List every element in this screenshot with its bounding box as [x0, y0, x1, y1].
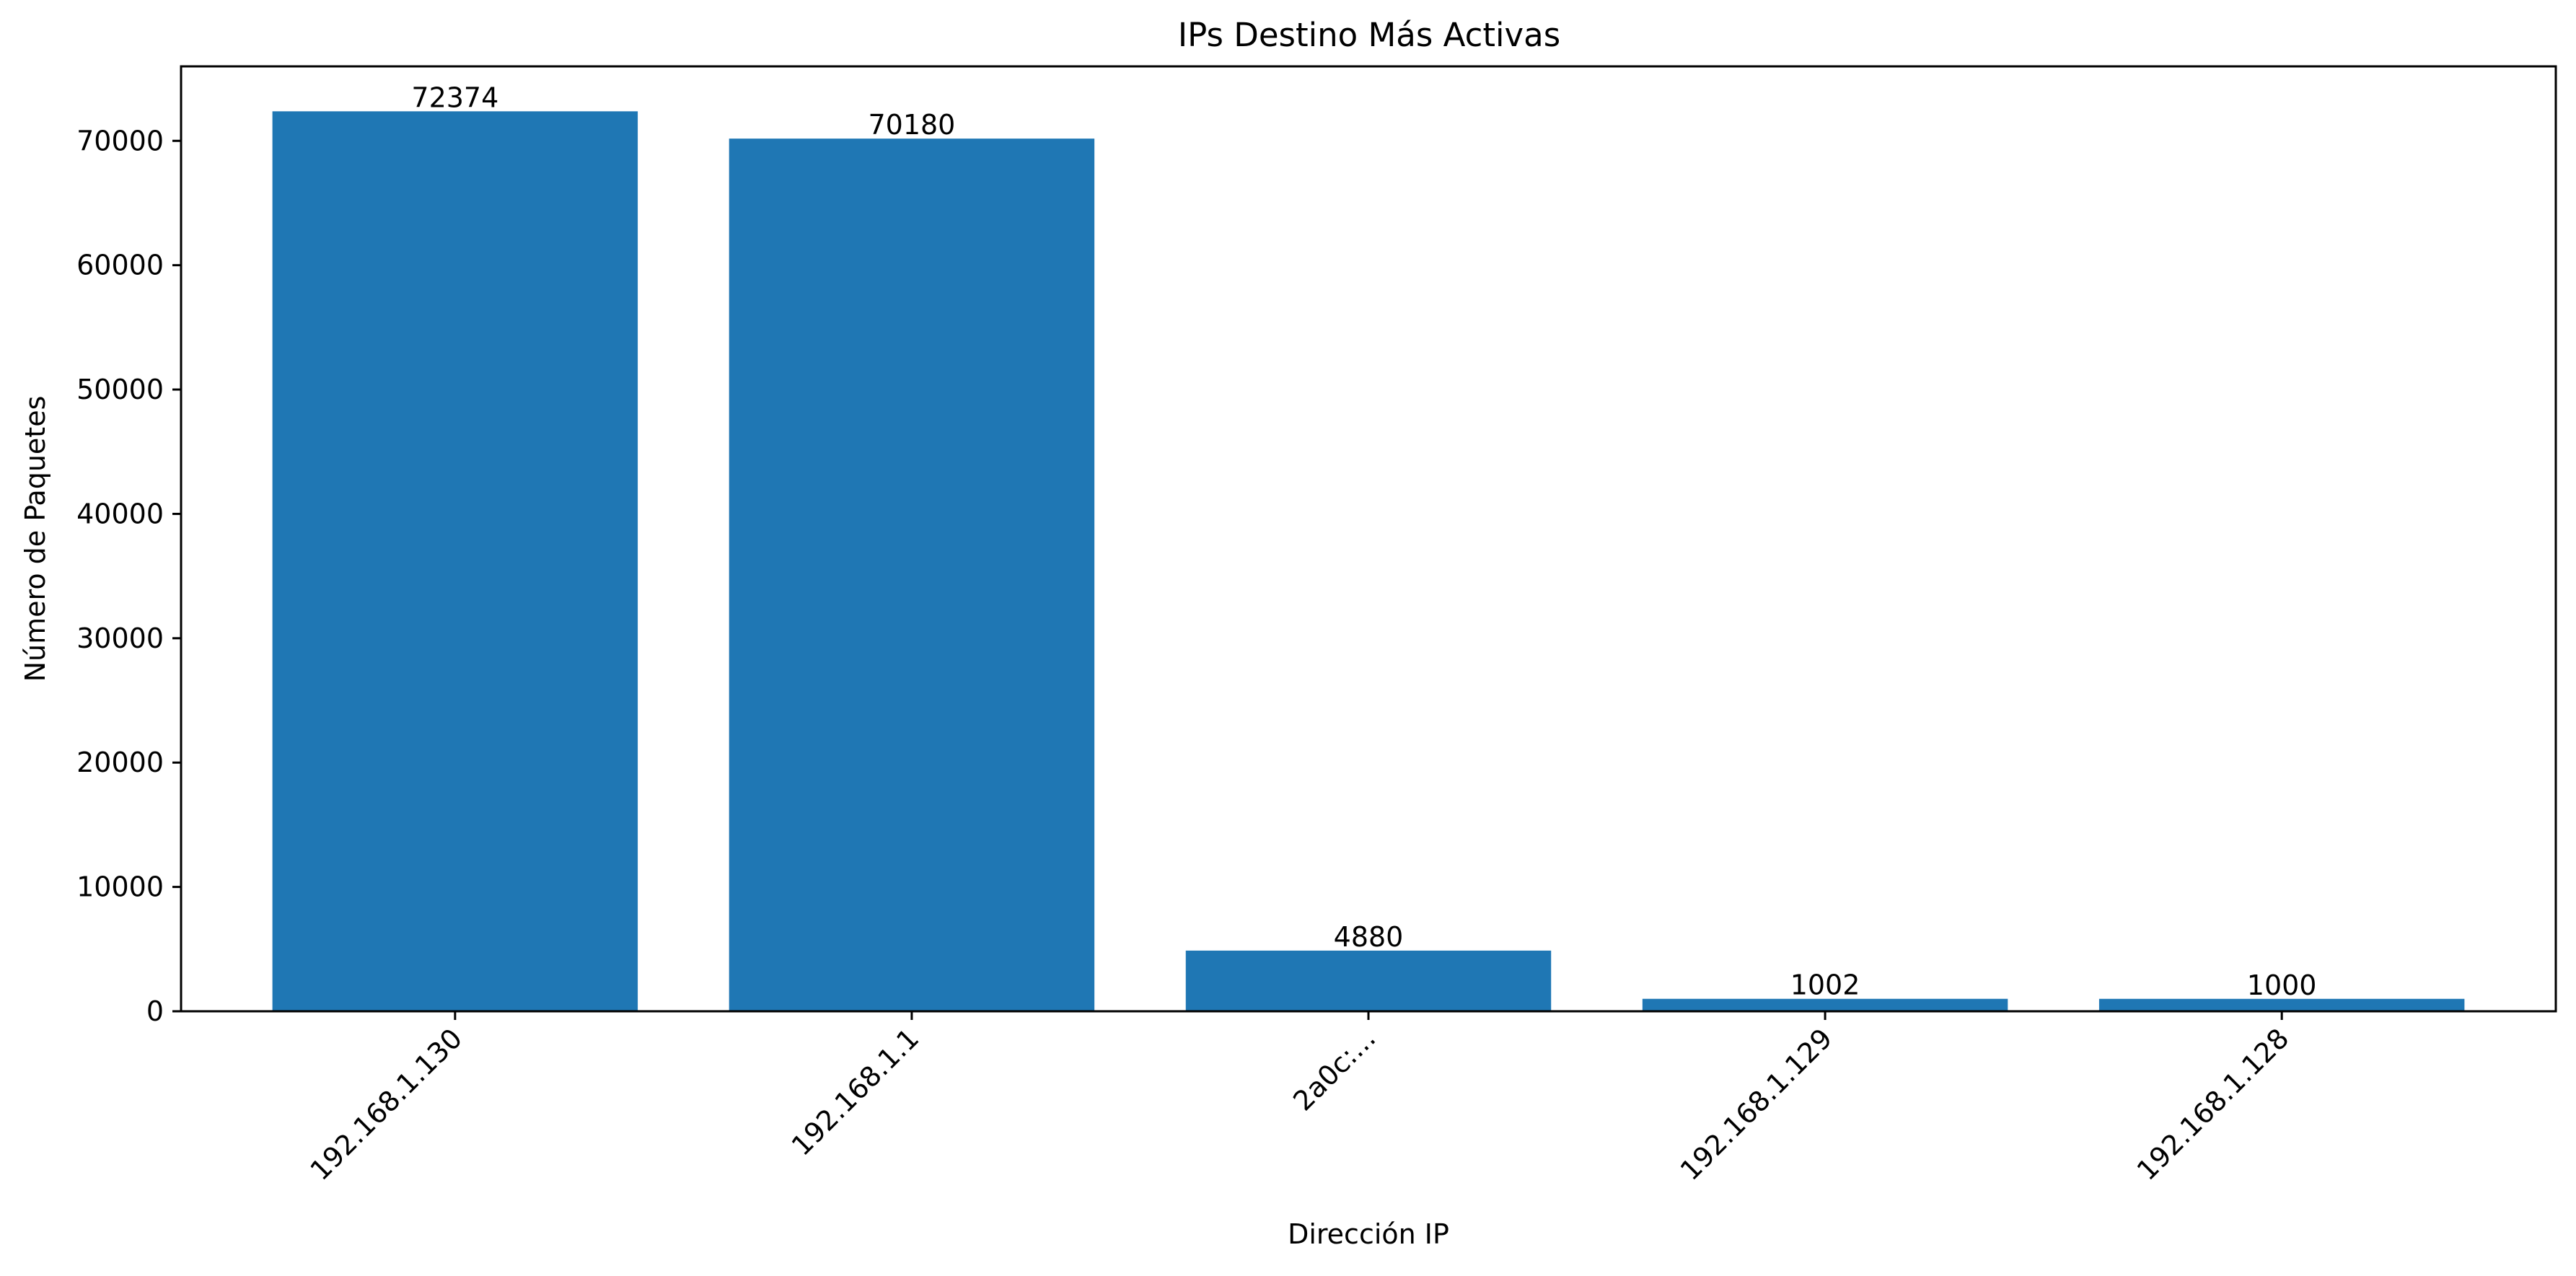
y-tick-label: 30000	[76, 622, 164, 654]
y-tick-label: 40000	[76, 498, 164, 529]
y-axis-ticks: 0 10000 20000 30000 40000 50000 60000 70000	[76, 125, 181, 1027]
y-tick-label: 20000	[76, 747, 164, 778]
y-axis-label: Número de Paquetes	[19, 396, 51, 682]
y-tick-label: 70000	[76, 125, 164, 157]
data-label: 4880	[1334, 921, 1404, 953]
plot-frame	[180, 65, 2557, 1013]
data-labels-group: 72374 70180 4880 1002 1000	[411, 82, 2316, 1000]
bars-group	[272, 111, 2465, 1012]
bar-192.168.1.1	[729, 138, 1095, 1012]
data-label: 1000	[2247, 969, 2317, 1001]
chart-title: IPs Destino Más Activas	[1178, 16, 1560, 54]
y-tick-label: 0	[146, 995, 164, 1027]
bar-2a0c:...	[1185, 950, 1552, 1011]
bar-192.168.1.130	[272, 111, 638, 1011]
bar-192.168.1.128	[2098, 998, 2465, 1011]
bar-192.168.1.129	[1642, 998, 2008, 1011]
data-label: 72374	[411, 82, 498, 113]
y-tick-label: 60000	[76, 250, 164, 281]
x-axis-label: Dirección IP	[1288, 1218, 1449, 1250]
y-tick-label: 10000	[76, 871, 164, 903]
y-tick-label: 50000	[76, 374, 164, 405]
data-label: 70180	[868, 109, 955, 141]
data-label: 1002	[1790, 969, 1860, 1001]
